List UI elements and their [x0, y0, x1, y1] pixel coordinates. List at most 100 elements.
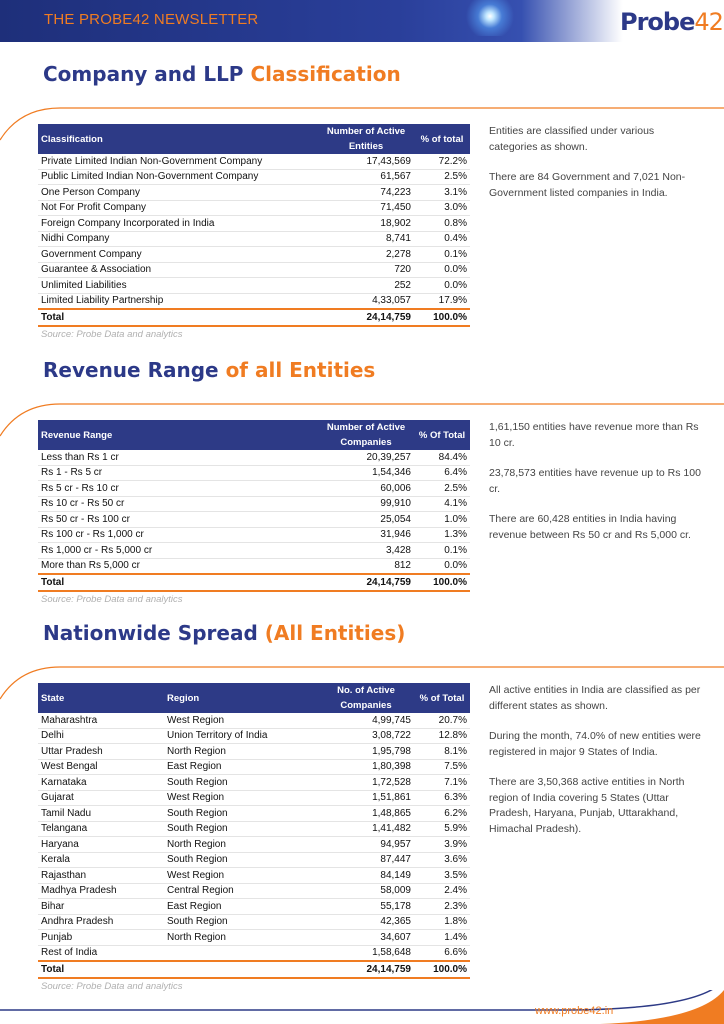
table-cell: 5.9%: [414, 821, 470, 837]
table-row: Maharashtra West Region 4,99,745 20.7%: [38, 713, 470, 729]
table-cell: 0.4%: [414, 231, 470, 247]
table-cell: 8,741: [318, 231, 414, 247]
header-row: Revenue Range Number of Active Companies%…: [38, 420, 470, 450]
section-title: Company and LLP Classification: [43, 62, 401, 86]
note: 23,78,573 entities have revenue up to Rs…: [489, 467, 701, 495]
table-row: Rest of India 1,58,648 6.6%: [38, 945, 470, 962]
table-row: Haryana North Region 94,957 3.9%: [38, 836, 470, 853]
table-cell: South Region: [164, 914, 318, 930]
table-cell: 3.0%: [414, 200, 470, 216]
table-cell: Telangana: [38, 821, 164, 837]
table-row: Less than Rs 1 cr 20,39,257 84.4%: [38, 450, 470, 466]
source-note: Source: Probe Data and analytics: [41, 980, 183, 992]
table-row: Government Company 2,278 0.1%: [38, 246, 470, 263]
table-cell: Nidhi Company: [38, 231, 318, 247]
total-cell: 100.0%: [414, 573, 470, 592]
table-cell: Bihar: [38, 898, 164, 915]
table-cell: 4,99,745: [318, 713, 414, 729]
table-cell: More than Rs 5,000 cr: [38, 558, 318, 575]
table-row: Unlimited Liabilities 252 0.0%: [38, 277, 470, 294]
header-row: State Region No. of Active Companies% of T…: [38, 683, 470, 713]
table-cell: North Region: [164, 743, 318, 760]
title-main: Revenue Range: [43, 358, 219, 382]
table-cell: North Region: [164, 929, 318, 946]
table-cell: 34,607: [318, 929, 414, 946]
table-row: Guarantee & Association 720 0.0%: [38, 262, 470, 278]
table-cell: One Person Company: [38, 184, 318, 201]
table-cell: 2.5%: [414, 169, 470, 185]
column-header: No. of Active Companies: [318, 683, 414, 713]
table-cell: 6.3%: [414, 790, 470, 806]
data-table: Classification Number of Active Entities%…: [38, 124, 470, 327]
notes: 1,61,150 entities have revenue more than…: [489, 420, 704, 558]
table-cell: 2.4%: [414, 883, 470, 899]
table-row: Public Limited Indian Non-Government Com…: [38, 169, 470, 185]
table-cell: 2,278: [318, 246, 414, 263]
table-row: Nidhi Company 8,741 0.4%: [38, 231, 470, 247]
table-row: Uttar Pradesh North Region 1,95,798 8.1%: [38, 743, 470, 760]
total-cell: 100.0%: [414, 960, 470, 979]
table-cell: [164, 945, 318, 962]
table-cell: Private Limited Indian Non-Government Co…: [38, 154, 318, 170]
table-cell: 0.1%: [414, 542, 470, 559]
column-header: Number of Active Entities: [318, 124, 414, 154]
table-cell: 2.5%: [414, 480, 470, 497]
table-cell: 1.0%: [414, 511, 470, 528]
table-cell: South Region: [164, 774, 318, 791]
table-cell: East Region: [164, 898, 318, 915]
table-cell: Unlimited Liabilities: [38, 277, 318, 294]
table-cell: West Region: [164, 713, 318, 729]
table-row: Telangana South Region 1,41,482 5.9%: [38, 821, 470, 837]
table-cell: 1,48,865: [318, 805, 414, 822]
table-cell: Rs 1,000 cr - Rs 5,000 cr: [38, 542, 318, 559]
table-row: Andhra Pradesh South Region 42,365 1.8%: [38, 914, 470, 930]
total-cell: Total: [38, 308, 318, 327]
total-cell: 24,14,759: [318, 573, 414, 592]
table-cell: 3.6%: [414, 852, 470, 868]
table-row: More than Rs 5,000 cr 812 0.0%: [38, 558, 470, 575]
table-cell: 1.8%: [414, 914, 470, 930]
table-cell: 94,957: [318, 836, 414, 853]
table-cell: Kerala: [38, 852, 164, 868]
title-accent: of all Entities: [225, 358, 376, 382]
notes: All active entities in India are classif…: [489, 683, 704, 852]
table-cell: 6.6%: [414, 945, 470, 962]
table-cell: 99,910: [318, 496, 414, 512]
table-cell: 17,43,569: [318, 154, 414, 170]
table-cell: South Region: [164, 852, 318, 868]
table-cell: Andhra Pradesh: [38, 914, 164, 930]
note: There are 60,428 entities in India havin…: [489, 513, 691, 541]
column-header: State: [38, 683, 164, 713]
table-row: Tamil Nadu South Region 1,48,865 6.2%: [38, 805, 470, 822]
table-cell: Haryana: [38, 836, 164, 853]
table-cell: 4.1%: [414, 496, 470, 512]
logo-main: Probe: [620, 8, 695, 36]
table-cell: 20,39,257: [318, 450, 414, 466]
table-cell: 3,08,722: [318, 728, 414, 744]
section-title: Revenue Range of all Entities: [43, 358, 375, 382]
table-cell: Public Limited Indian Non-Government Com…: [38, 169, 318, 185]
column-header: % Of Total: [414, 420, 470, 450]
table-cell: East Region: [164, 759, 318, 775]
table-cell: Limited Liability Partnership: [38, 293, 318, 310]
section-title: Nationwide Spread (All Entities): [43, 621, 405, 645]
table-cell: 25,054: [318, 511, 414, 528]
column-header: % of total: [414, 124, 470, 154]
table-cell: Uttar Pradesh: [38, 743, 164, 760]
table-cell: West Bengal: [38, 759, 164, 775]
table-cell: 6.4%: [414, 465, 470, 481]
table-cell: 12.8%: [414, 728, 470, 744]
table-cell: Rs 5 cr - Rs 10 cr: [38, 480, 318, 497]
table-cell: 60,006: [318, 480, 414, 497]
table-cell: 1,41,482: [318, 821, 414, 837]
table-cell: Central Region: [164, 883, 318, 899]
table-cell: 72.2%: [414, 154, 470, 170]
table-cell: 7.5%: [414, 759, 470, 775]
total-row: Total 24,14,759 100.0%: [38, 308, 470, 327]
table-cell: 42,365: [318, 914, 414, 930]
table-cell: 0.0%: [414, 277, 470, 294]
table-row: Punjab North Region 34,607 1.4%: [38, 929, 470, 946]
table-cell: Madhya Pradesh: [38, 883, 164, 899]
source-note: Source: Probe Data and analytics: [41, 328, 183, 340]
